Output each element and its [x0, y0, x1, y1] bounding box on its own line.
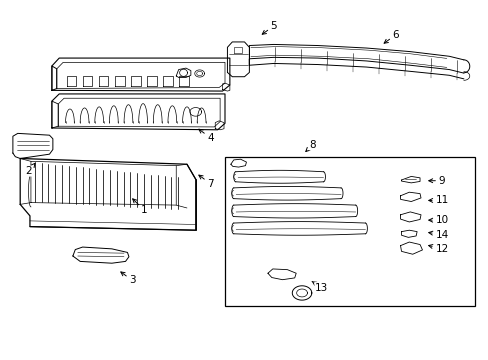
Text: 11: 11: [428, 195, 447, 206]
Text: 8: 8: [305, 140, 315, 152]
Text: 12: 12: [428, 244, 447, 254]
Text: 1: 1: [132, 199, 147, 216]
Bar: [224, 157, 474, 306]
Text: 2: 2: [25, 163, 35, 176]
Text: 9: 9: [428, 176, 445, 186]
Text: 6: 6: [384, 30, 398, 43]
Text: 13: 13: [311, 282, 327, 293]
Text: 7: 7: [199, 175, 213, 189]
Text: 14: 14: [428, 230, 447, 239]
Text: 4: 4: [199, 129, 213, 143]
Text: 3: 3: [121, 272, 135, 285]
Text: 10: 10: [428, 215, 447, 225]
Text: 5: 5: [262, 21, 277, 34]
